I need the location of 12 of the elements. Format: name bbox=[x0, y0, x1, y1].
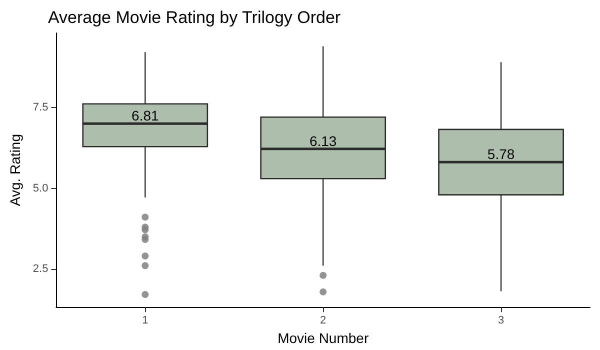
x-tick-label: 3 bbox=[498, 314, 504, 327]
x-tick-label: 1 bbox=[142, 314, 148, 327]
y-tick-label: 2.5 bbox=[32, 263, 48, 276]
x-axis-title: Movie Number bbox=[278, 330, 369, 346]
y-tick-label: 5.0 bbox=[32, 182, 48, 194]
annotation: 6.81 bbox=[132, 108, 159, 124]
y-axis-title: Avg. Rating bbox=[7, 134, 23, 206]
x-tick-label: 2 bbox=[320, 314, 326, 327]
annotation: 5.78 bbox=[487, 146, 515, 162]
y-tick-label: 7.5 bbox=[32, 101, 48, 114]
chart-title: Average Movie Rating by Trilogy Order bbox=[48, 8, 341, 27]
annotation: 6.13 bbox=[309, 132, 337, 149]
